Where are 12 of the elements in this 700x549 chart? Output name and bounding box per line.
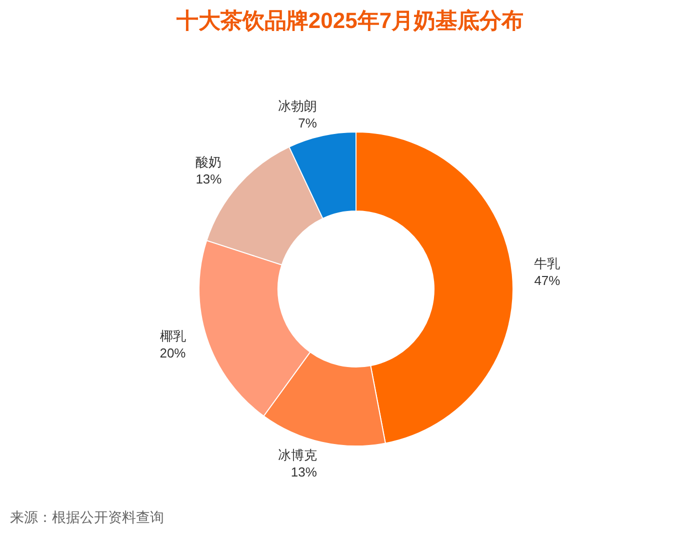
slice-label: 冰博克: [278, 448, 317, 463]
data-label: 13%: [196, 172, 222, 187]
data-label: 47%: [534, 273, 561, 288]
slice-label: 椰乳: [160, 328, 186, 344]
data-label: 7%: [298, 115, 318, 130]
slice-label: 酸奶: [196, 154, 222, 170]
annotation: 来源：根据公开资料查询: [10, 509, 164, 525]
title: 十大茶饮品牌2025年7月奶基底分布: [176, 8, 524, 33]
slice-label: 牛乳: [534, 256, 560, 272]
data-label: 13%: [290, 464, 318, 480]
data-label: 20%: [160, 345, 186, 360]
slice-label: 冰勃朗: [278, 98, 317, 114]
